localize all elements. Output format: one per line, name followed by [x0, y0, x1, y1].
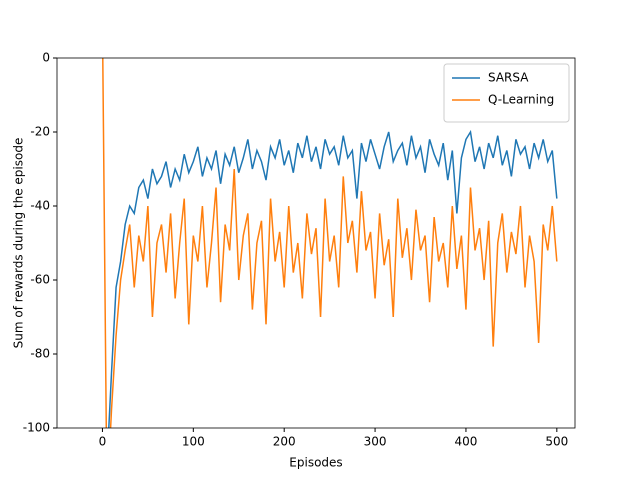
x-tick-label: 500 [545, 435, 568, 449]
x-tick-label: 300 [364, 435, 387, 449]
line-series [108, 129, 558, 428]
x-tick-label: 100 [182, 435, 205, 449]
axes-frame [56, 57, 576, 429]
y-tick-label: 0 [42, 51, 50, 65]
line-series [102, 58, 558, 428]
x-tick-label: 0 [99, 435, 107, 449]
x-tick-label: 200 [273, 435, 296, 449]
legend-label: Q-Learning [488, 93, 554, 107]
plot-area [102, 58, 558, 428]
y-tick-label: -20 [30, 125, 50, 139]
x-tick-label: 400 [454, 435, 477, 449]
y-tick-label: -100 [23, 421, 50, 435]
y-tick-label: -80 [30, 347, 50, 361]
y-tick-label: -40 [30, 199, 50, 213]
y-axis-label: Sum of rewards during the episode [12, 138, 26, 349]
y-tick-label: -60 [30, 273, 50, 287]
legend-label: SARSA [488, 71, 529, 85]
x-axis-label: Episodes [289, 456, 342, 470]
